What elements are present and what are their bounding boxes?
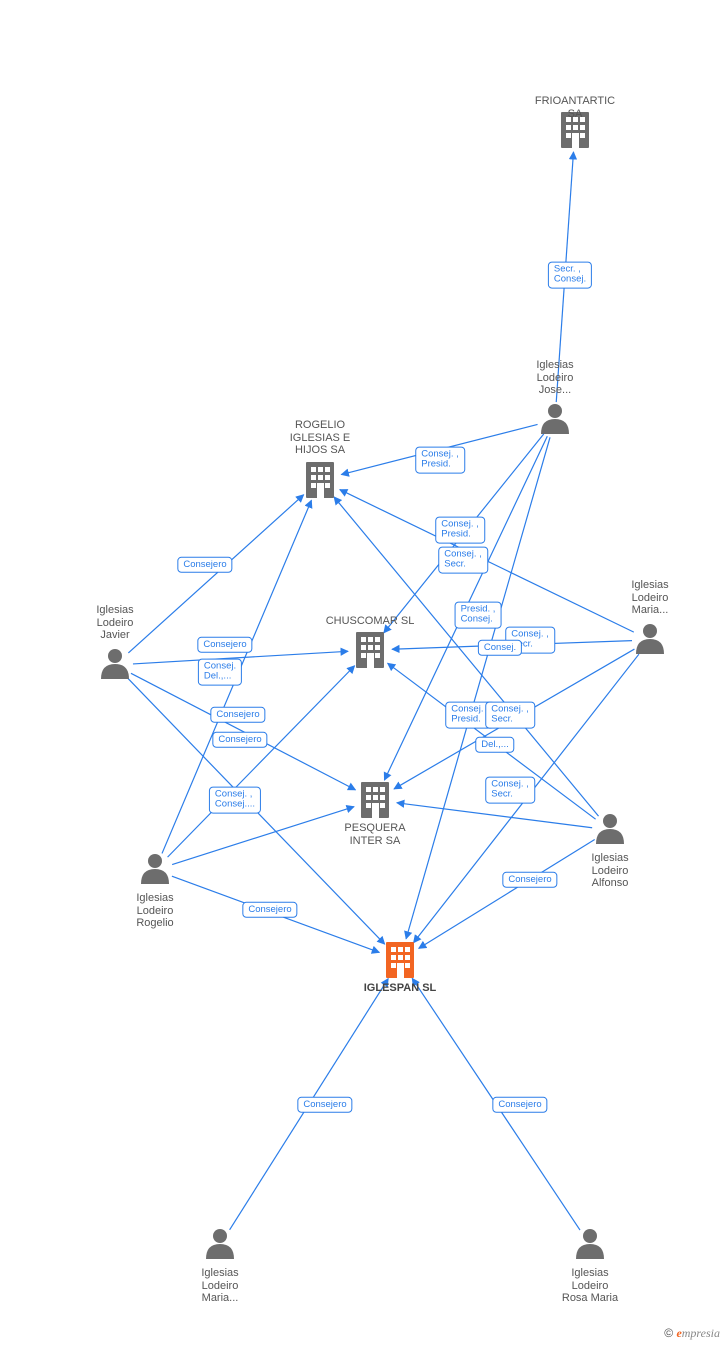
building-icon[interactable]	[361, 782, 389, 818]
edge	[131, 673, 356, 790]
edge	[556, 152, 573, 402]
person-icon[interactable]	[141, 854, 169, 884]
building-icon[interactable]	[561, 112, 589, 148]
edge	[340, 490, 634, 633]
edge	[162, 500, 311, 853]
edge	[412, 978, 580, 1230]
building-icon[interactable]	[306, 462, 334, 498]
person-icon[interactable]	[576, 1229, 604, 1259]
person-icon[interactable]	[636, 624, 664, 654]
edge	[128, 495, 303, 653]
copyright: © empresia	[664, 1326, 720, 1341]
edge	[230, 979, 389, 1230]
edge	[397, 803, 592, 828]
person-icon[interactable]	[101, 649, 129, 679]
building-icon[interactable]	[356, 632, 384, 668]
network-diagram	[0, 0, 728, 1345]
building-icon[interactable]	[386, 942, 414, 978]
person-icon[interactable]	[596, 814, 624, 844]
edge	[341, 424, 537, 474]
edge	[172, 876, 379, 952]
edge	[414, 654, 639, 942]
edge	[384, 434, 544, 633]
edge	[172, 807, 354, 865]
edge	[128, 678, 385, 944]
edge	[419, 839, 595, 948]
edge	[392, 641, 632, 650]
edge	[168, 666, 355, 857]
edge	[133, 651, 348, 664]
person-icon[interactable]	[541, 404, 569, 434]
edge	[394, 649, 634, 789]
person-icon[interactable]	[206, 1229, 234, 1259]
